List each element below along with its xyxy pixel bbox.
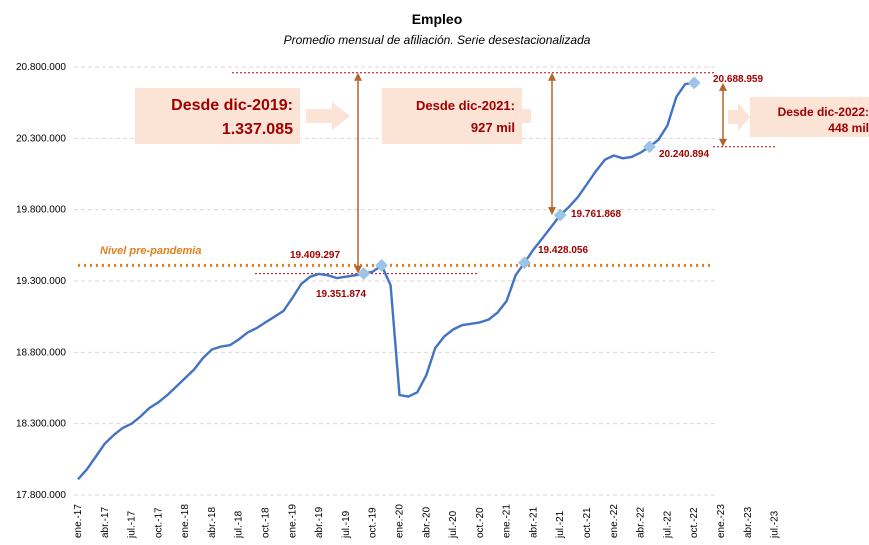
- series-line: [77, 81, 695, 481]
- x-tick-label: jul.-21: [555, 510, 566, 539]
- x-tick-label: jul.-19: [341, 510, 352, 539]
- x-tick-label: ene.-20: [394, 504, 405, 538]
- x-tick-label: jul.-17: [127, 510, 138, 539]
- y-tick-label: 20.800.000: [16, 62, 66, 73]
- x-tick-label: jul.-18: [234, 510, 245, 539]
- annotation-box: [382, 88, 522, 144]
- y-axis-ticks: 17.800.000 18.300.000 18.800.000 19.300.000…: [16, 62, 66, 501]
- point-label: 19.428.056: [538, 245, 588, 256]
- y-tick-label: 19.800.000: [16, 205, 66, 216]
- change-arrow-head: [719, 138, 727, 147]
- data-marker: [357, 267, 371, 280]
- annotation-box: [750, 97, 869, 137]
- annotation-block-arrow: [505, 102, 531, 130]
- change-arrow-head: [354, 265, 362, 274]
- annotation-value: 1.337.085: [222, 121, 293, 138]
- x-tick-label: oct.-20: [475, 507, 486, 538]
- x-tick-label: jul.-22: [662, 510, 673, 539]
- x-tick-label: ene.-17: [73, 504, 84, 538]
- x-tick-label: abr.-21: [528, 506, 539, 538]
- annotation-value: 927 mil: [471, 120, 515, 135]
- x-tick-label: abr.-18: [207, 506, 218, 538]
- change-arrow-head: [354, 72, 362, 81]
- chart-title: Empleo: [412, 11, 463, 27]
- x-tick-label: ene.-19: [287, 504, 298, 538]
- data-marker: [687, 76, 701, 90]
- change-arrow-head: [548, 207, 556, 216]
- y-tick-label: 19.300.000: [16, 276, 66, 287]
- y-tick-label: 20.300.000: [16, 133, 66, 144]
- x-tick-label: oct.-22: [689, 507, 700, 538]
- annotation-value: 448 mil: [828, 121, 869, 135]
- point-label: 19.761.868: [571, 209, 621, 220]
- change-arrow-head: [548, 72, 556, 81]
- x-tick-label: ene.-18: [180, 504, 191, 538]
- x-tick-label: abr.-23: [743, 506, 754, 538]
- x-tick-label: ene.-21: [502, 504, 513, 538]
- x-tick-label: ene.-23: [716, 504, 727, 538]
- prepandemic-label: Nivel pre-pandemia: [100, 245, 201, 257]
- reference-lines: [78, 72, 775, 275]
- annotation-title: Desde dic-2019:: [171, 97, 293, 114]
- x-tick-label: jul.-23: [770, 510, 781, 539]
- annotations: Desde dic-2019: 1.337.085 Desde dic-2021: 9…: [135, 72, 869, 274]
- x-tick-label: oct.-17: [153, 507, 164, 538]
- annotation-title: Desde dic-2022:: [778, 105, 869, 119]
- point-label: 19.351.874: [316, 289, 366, 300]
- gridlines: [74, 66, 715, 496]
- point-label: 19.409.297: [290, 250, 340, 261]
- x-tick-label: ene.-22: [609, 504, 620, 538]
- point-label: 20.240.894: [659, 149, 709, 160]
- annotation-block-arrow: [728, 103, 750, 131]
- annotation-block-arrow: [306, 102, 350, 130]
- x-axis-ticks: ene.-17 abr.-17 jul.-17 oct.-17 ene.-18 abr.-…: [73, 504, 781, 539]
- x-tick-label: abr.-19: [314, 506, 325, 538]
- x-tick-label: abr.-20: [421, 506, 432, 538]
- point-label: 20.688.959: [713, 74, 763, 85]
- y-tick-label: 17.800.000: [16, 490, 66, 501]
- x-tick-label: oct.-18: [261, 507, 272, 538]
- series-layer: [77, 81, 695, 481]
- annotation-box: [135, 88, 300, 144]
- x-tick-label: oct.-19: [368, 507, 379, 538]
- y-tick-label: 18.300.000: [16, 419, 66, 430]
- y-tick-label: 18.800.000: [16, 347, 66, 358]
- x-tick-label: oct.-21: [582, 507, 593, 538]
- annotation-title: Desde dic-2021:: [416, 98, 515, 113]
- x-tick-label: abr.-22: [636, 506, 647, 538]
- change-arrow-head: [719, 82, 727, 91]
- x-tick-label: abr.-17: [100, 506, 111, 538]
- x-tick-label: jul.-20: [448, 510, 459, 539]
- data-marker: [375, 259, 388, 272]
- chart-subtitle: Promedio mensual de afiliación. Serie de…: [284, 33, 591, 47]
